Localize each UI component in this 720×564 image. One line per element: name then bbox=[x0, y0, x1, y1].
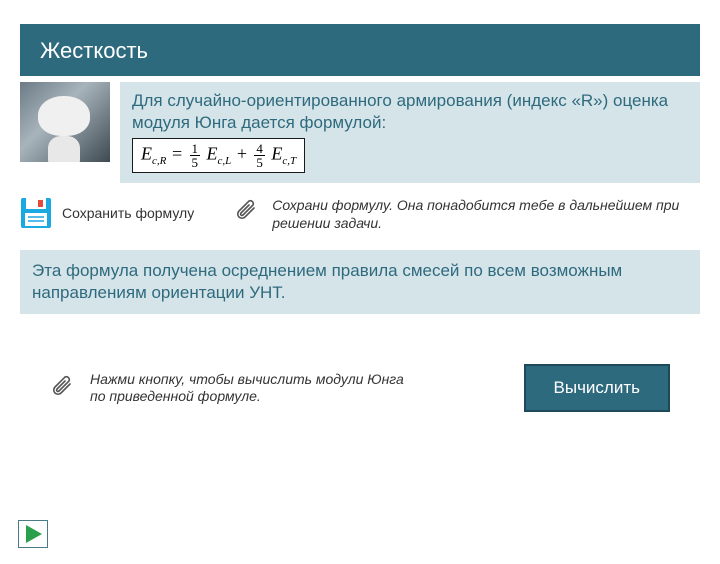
calculate-button[interactable]: Вычислить bbox=[524, 364, 670, 412]
save-hint-text: Сохрани формулу. Она понадобится тебе в … bbox=[272, 197, 700, 232]
formula-box: Ec,R = 15 Ec,L + 45 Ec,T bbox=[132, 138, 305, 173]
attachment-icon bbox=[234, 199, 262, 227]
calc-hint-text: Нажми кнопку, чтобы вычислить модули Юнг… bbox=[90, 371, 420, 406]
intro-panel: Для случайно-ориентированного армировани… bbox=[120, 82, 700, 183]
explanation-text: Эта формула получена осреднением правила… bbox=[32, 261, 622, 302]
next-arrow-icon[interactable] bbox=[18, 520, 48, 548]
intro-text: Для случайно-ориентированного армировани… bbox=[132, 90, 688, 134]
save-row: Сохранить формулу Сохрани формулу. Она п… bbox=[20, 197, 700, 232]
explanation-panel: Эта формула получена осреднением правила… bbox=[20, 250, 700, 314]
attachment-icon bbox=[50, 375, 78, 403]
floppy-disk-icon[interactable] bbox=[20, 197, 52, 231]
calculate-button-label: Вычислить bbox=[554, 378, 640, 397]
intro-row: Для случайно-ориентированного армировани… bbox=[20, 82, 700, 183]
action-row: Нажми кнопку, чтобы вычислить модули Юнг… bbox=[50, 364, 700, 412]
save-formula-label[interactable]: Сохранить формулу bbox=[62, 205, 194, 221]
page-title: Жесткость bbox=[20, 24, 700, 76]
robot-avatar bbox=[20, 82, 110, 162]
page-title-text: Жесткость bbox=[40, 38, 148, 63]
